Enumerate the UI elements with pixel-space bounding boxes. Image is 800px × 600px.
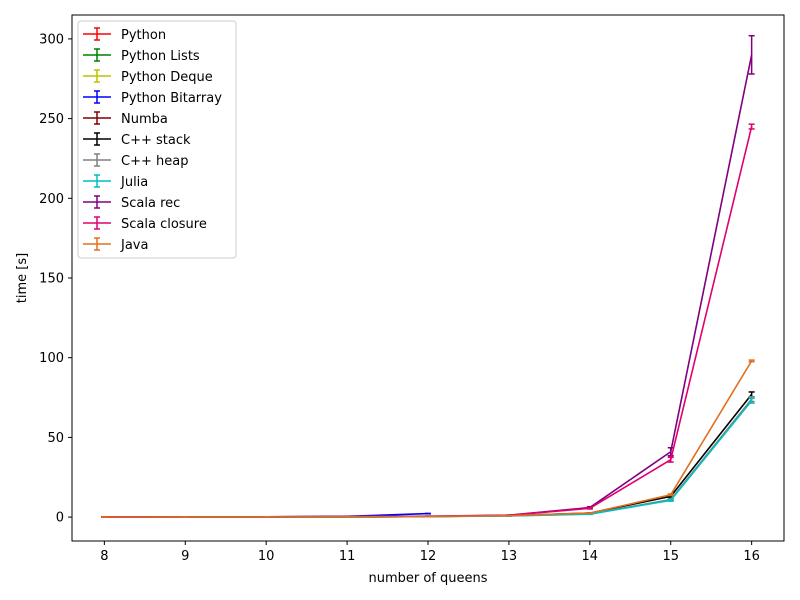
y-tick-label: 300 — [39, 32, 64, 47]
y-axis-ticks: 0 50 100 150 200 250 300 — [39, 32, 72, 526]
legend-label: Scala rec — [121, 196, 180, 211]
plot-lines — [101, 34, 755, 518]
y-tick-label: 200 — [39, 192, 64, 207]
legend-item: Scala closure — [83, 216, 207, 232]
series-java — [101, 359, 755, 518]
legend-label: C++ stack — [121, 133, 191, 148]
legend: Python Python Lists Python Deque Python Bit… — [77, 20, 237, 259]
x-axis-ticks: 8 9 10 11 12 13 14 15 16 — [100, 541, 760, 564]
axes-frame — [71, 14, 785, 542]
x-tick-label: 15 — [662, 549, 679, 564]
x-tick-label: 10 — [258, 549, 275, 564]
x-tick-label: 8 — [100, 549, 108, 564]
x-axis-label: number of queens — [368, 571, 487, 586]
legend-label: Python Deque — [121, 70, 213, 85]
x-tick-label: 9 — [181, 549, 189, 564]
legend-label: Numba — [121, 112, 168, 127]
legend-item: Scala rec — [83, 195, 180, 211]
legend-item: Python Lists — [83, 48, 200, 64]
legend-item: C++ heap — [83, 153, 188, 169]
y-tick-label: 250 — [39, 112, 64, 127]
y-tick-label: 50 — [47, 431, 64, 446]
y-tick-label: 0 — [56, 511, 64, 526]
y-tick-label: 100 — [39, 351, 64, 366]
legend-item: C++ stack — [83, 132, 191, 148]
legend-item: Numba — [83, 111, 168, 127]
legend-item: Python Bitarray — [83, 90, 222, 106]
legend-label: Scala closure — [121, 217, 207, 232]
legend-label: Python — [121, 28, 166, 43]
legend-label: Python Bitarray — [121, 91, 222, 106]
y-tick-label: 150 — [39, 272, 64, 287]
legend-item: Java — [83, 237, 148, 253]
x-tick-label: 16 — [743, 549, 760, 564]
x-tick-label: 14 — [582, 549, 599, 564]
legend-item: Julia — [83, 174, 148, 190]
legend-label: Java — [120, 238, 148, 253]
y-axis-label: time [s] — [15, 253, 30, 303]
legend-item: Python — [83, 27, 166, 43]
legend-box — [77, 20, 237, 259]
legend-label: Python Lists — [121, 49, 200, 64]
x-tick-label: 12 — [420, 549, 437, 564]
x-tick-label: 13 — [501, 549, 518, 564]
legend-item: Python Deque — [83, 69, 213, 85]
legend-label: C++ heap — [121, 154, 188, 169]
legend-label: Julia — [120, 175, 148, 190]
x-tick-label: 11 — [339, 549, 356, 564]
